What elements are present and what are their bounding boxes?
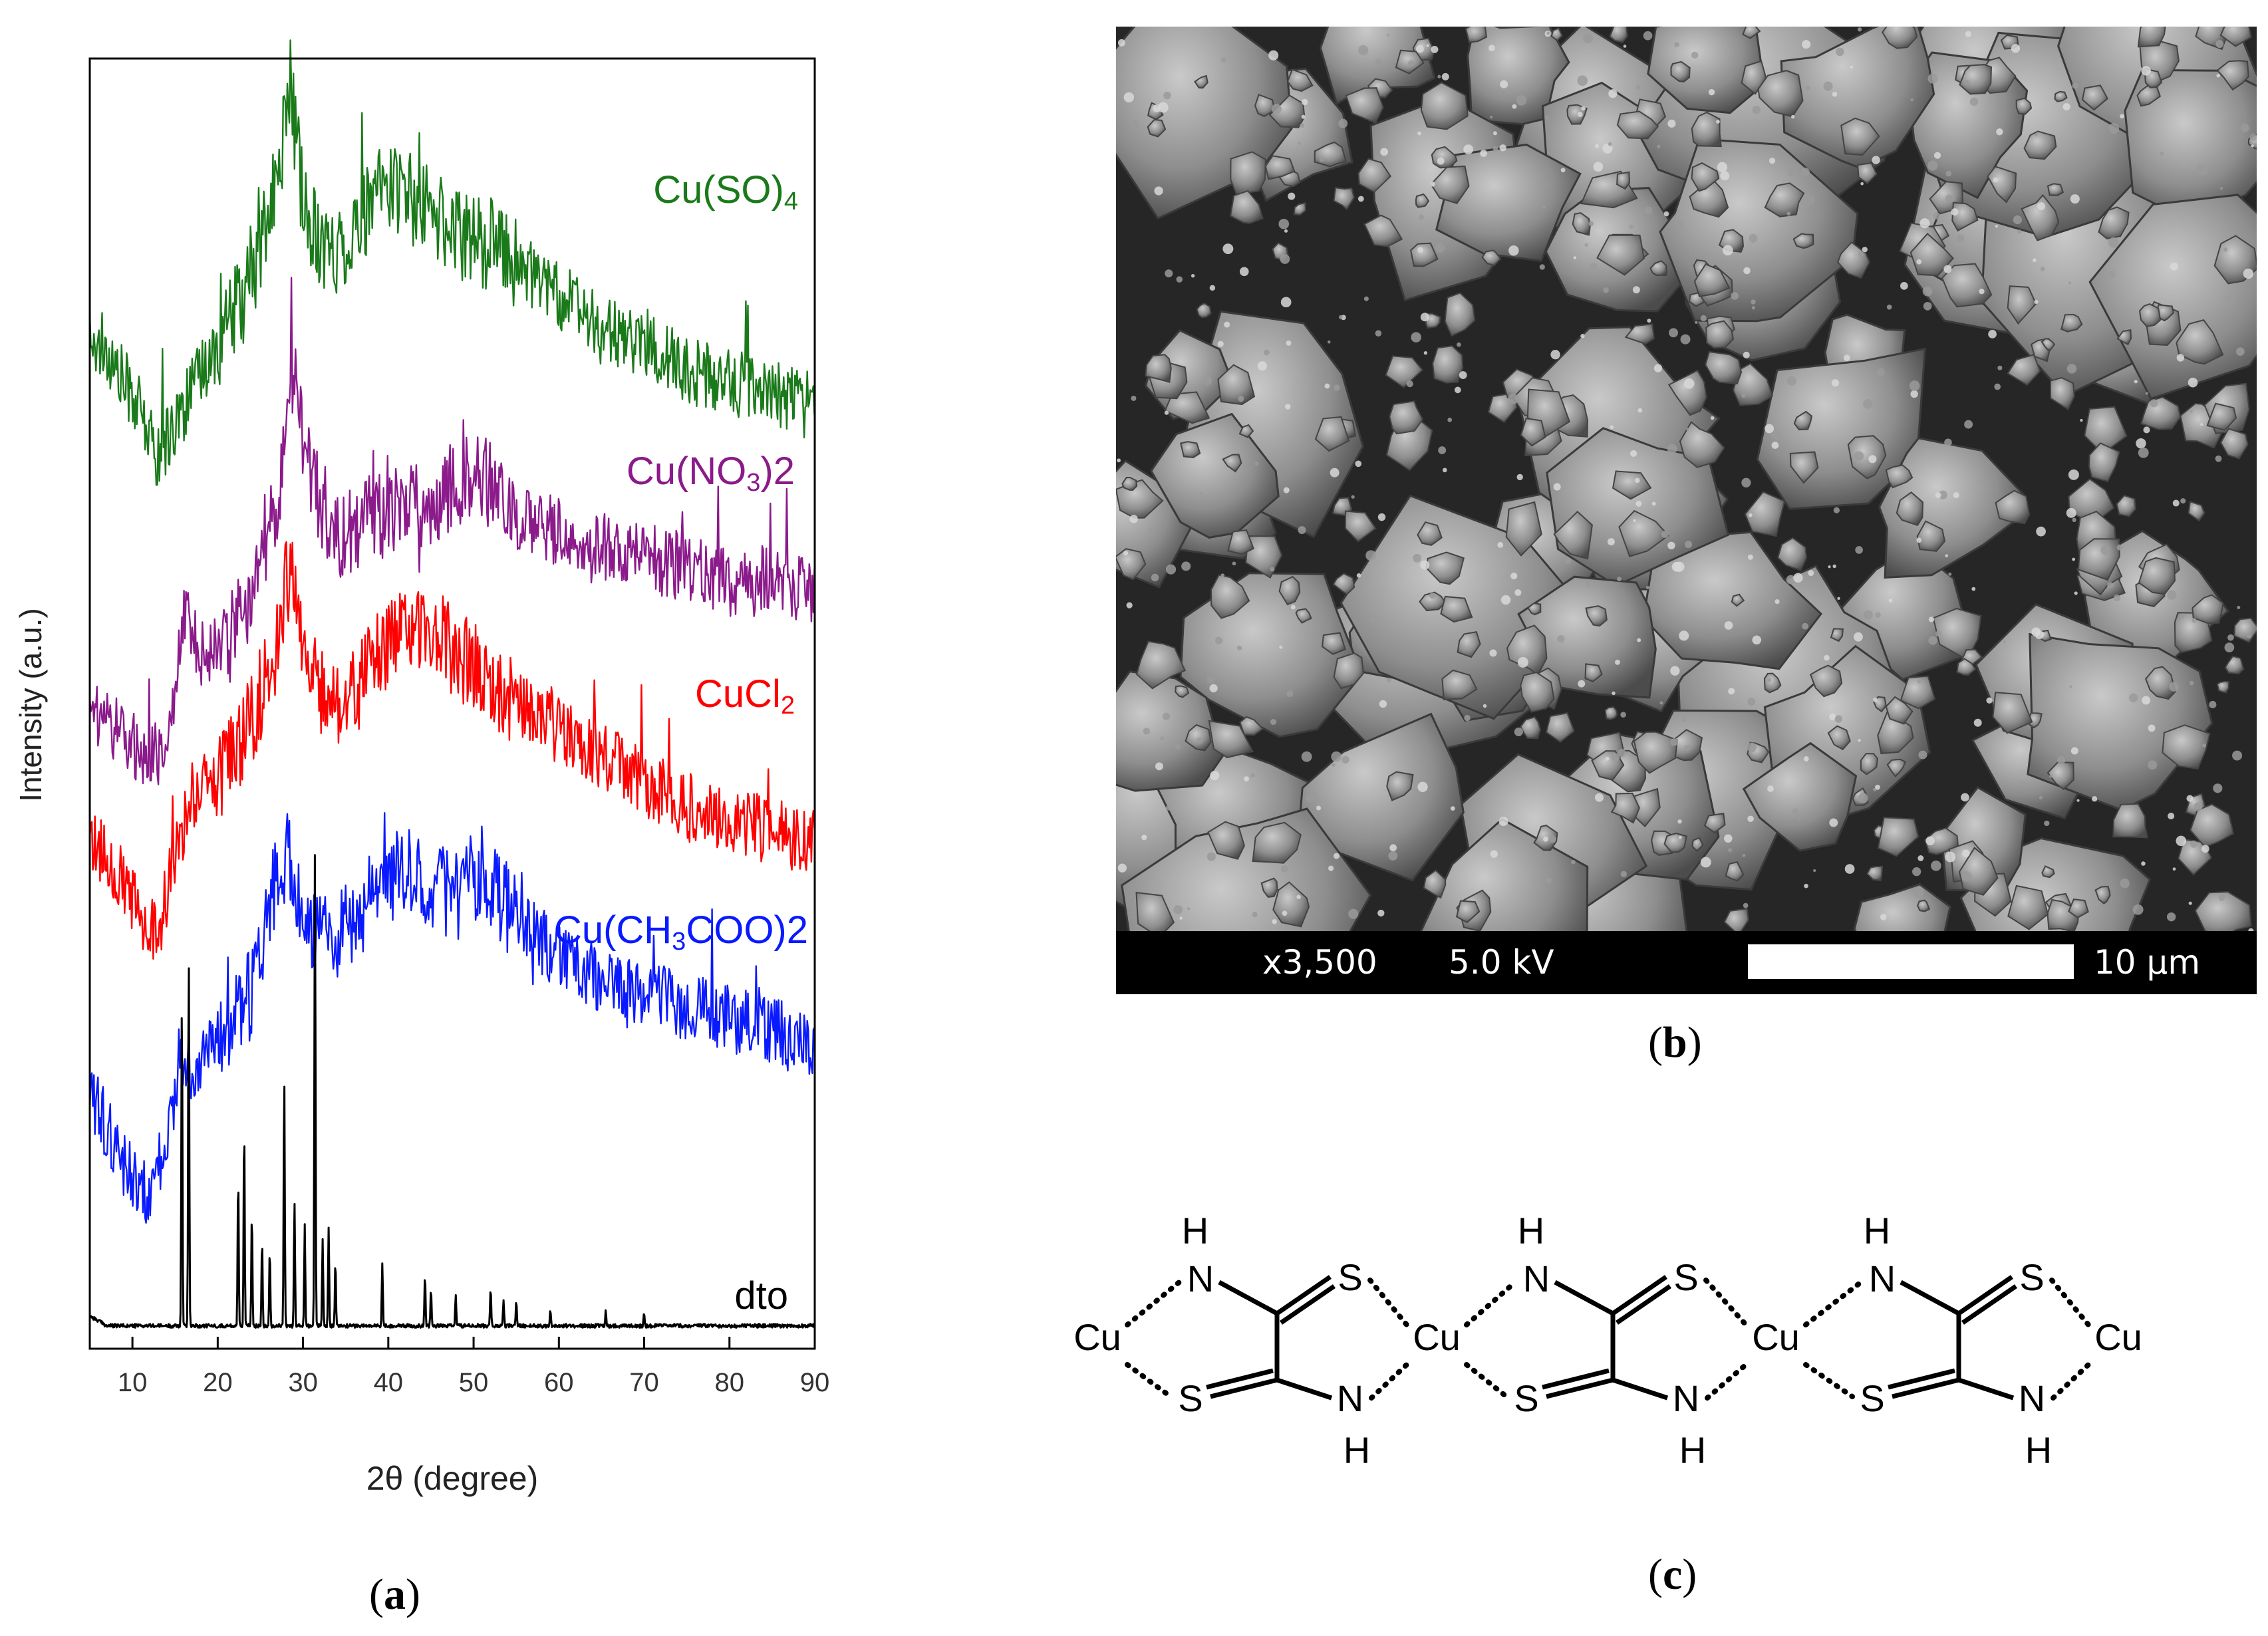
atom-10: H — [1518, 1210, 1544, 1252]
panel-label-c: (c) — [1648, 1550, 1697, 1599]
bond-19 — [1464, 1362, 1509, 1399]
atom-17: N — [1869, 1258, 1896, 1299]
xrd-y-axis-label: Intensity (a.u.) — [13, 608, 48, 801]
x-tick-label-90: 90 — [800, 1368, 830, 1397]
xrd-series-2 — [88, 541, 815, 960]
sem-voltage: 5.0 kV — [1449, 943, 1554, 982]
panel-label-b: (b) — [1648, 1018, 1702, 1067]
bond-20 — [1703, 1278, 1749, 1327]
bond-12 — [1612, 1275, 1667, 1315]
bond-17 — [1612, 1377, 1669, 1401]
bond-21 — [1705, 1362, 1749, 1401]
sem-image — [1116, 27, 2257, 931]
bond-24 — [1961, 1284, 2017, 1325]
bond-11 — [1554, 1280, 1614, 1316]
x-tick-label-10: 10 — [118, 1368, 148, 1397]
panel-label-a: (a) — [369, 1570, 420, 1619]
bond-7 — [1125, 1280, 1182, 1327]
atom-16: H — [1864, 1210, 1890, 1252]
atom-0: Cu — [1073, 1316, 1121, 1358]
x-tick-label-60: 60 — [544, 1368, 574, 1397]
x-tick-label-20: 20 — [203, 1368, 233, 1397]
bond-1 — [1276, 1275, 1332, 1315]
bond-27 — [1888, 1368, 1955, 1390]
x-tick-label-40: 40 — [374, 1368, 404, 1397]
bond-8 — [1125, 1362, 1173, 1399]
xrd-series-0 — [88, 39, 815, 486]
xrd-plot-frame — [88, 57, 816, 1350]
atom-3: Cu — [2094, 1316, 2142, 1358]
x-tick-label-80: 80 — [715, 1368, 745, 1397]
xrd-series-3 — [88, 812, 815, 1224]
xrd-series-labels: Cu(SO)4 Cu(NO3)2 CuCl2 Cu(CH3COO)2 dto — [554, 168, 808, 1317]
atom-20: N — [2019, 1377, 2045, 1419]
xrd-ticks: 10 20 30 40 50 60 70 80 90 — [118, 1337, 829, 1397]
bond-9 — [1367, 1278, 1409, 1327]
sem-particles — [1116, 27, 2257, 931]
x-tick-label-70: 70 — [629, 1368, 659, 1397]
bond-13 — [1616, 1284, 1671, 1325]
sem-info-bar: x3,500 5.0 kV 10 µm — [1116, 931, 2257, 994]
structure-bonds — [1125, 1275, 2091, 1401]
atom-8: N — [1337, 1377, 1363, 1419]
atom-6: S — [1338, 1256, 1362, 1298]
atom-18: S — [2019, 1256, 2044, 1298]
atom-11: N — [1523, 1258, 1550, 1299]
bond-26 — [1892, 1377, 1959, 1399]
atom-21: H — [2025, 1429, 2052, 1471]
sem-scale-bar — [1748, 944, 2074, 979]
bond-16 — [1542, 1368, 1610, 1390]
sem-micrograph: x3,500 5.0 kV 10 µm — [1116, 27, 2257, 994]
atom-15: H — [1679, 1429, 1706, 1471]
xrd-series-label-3: Cu(CH3COO)2 — [554, 908, 808, 956]
sem-magnification: x3,500 — [1262, 943, 1377, 982]
xrd-series-label-0: Cu(SO)4 — [653, 168, 798, 215]
atom-5: N — [1187, 1258, 1214, 1299]
atom-13: S — [1514, 1377, 1538, 1419]
atom-2: Cu — [1752, 1316, 1800, 1358]
atom-4: H — [1182, 1210, 1208, 1252]
bond-6 — [1276, 1377, 1333, 1401]
xrd-x-axis-label: 2θ (degree) — [366, 1460, 539, 1497]
bond-2 — [1280, 1284, 1336, 1325]
bond-5 — [1206, 1368, 1274, 1390]
bond-29 — [1803, 1280, 1864, 1327]
xrd-series-label-4: dto — [734, 1274, 788, 1317]
x-tick-label-30: 30 — [288, 1368, 318, 1397]
xrd-series-4 — [89, 854, 816, 1329]
xrd-traces — [88, 39, 816, 1329]
bond-28 — [1957, 1377, 2015, 1401]
x-tick-label-50: 50 — [459, 1368, 489, 1397]
xrd-chart: 10 20 30 40 50 60 70 80 90 Cu(SO)4Cu(NO3)2CuCl2C… — [13, 39, 829, 1497]
atom-12: S — [1673, 1256, 1698, 1298]
bond-30 — [1803, 1362, 1855, 1399]
bond-0 — [1218, 1280, 1278, 1316]
atom-9: H — [1344, 1429, 1370, 1471]
xrd-series-label-2: CuCl2 — [695, 672, 795, 720]
atom-19: S — [1860, 1377, 1884, 1419]
bond-32 — [2051, 1362, 2091, 1401]
atom-14: N — [1673, 1377, 1699, 1419]
bond-10 — [1369, 1362, 1409, 1401]
bond-18 — [1464, 1280, 1518, 1327]
atom-7: S — [1178, 1377, 1203, 1419]
bond-31 — [2049, 1278, 2091, 1327]
atom-1: Cu — [1413, 1316, 1461, 1358]
bond-4 — [1210, 1377, 1278, 1399]
xrd-series-label-1: Cu(NO3)2 — [627, 450, 795, 497]
xrd-series-1 — [88, 277, 815, 785]
bond-23 — [1957, 1275, 2013, 1315]
sem-scale-label: 10 µm — [2094, 943, 2201, 982]
bond-22 — [1900, 1280, 1960, 1316]
bond-15 — [1546, 1377, 1614, 1399]
